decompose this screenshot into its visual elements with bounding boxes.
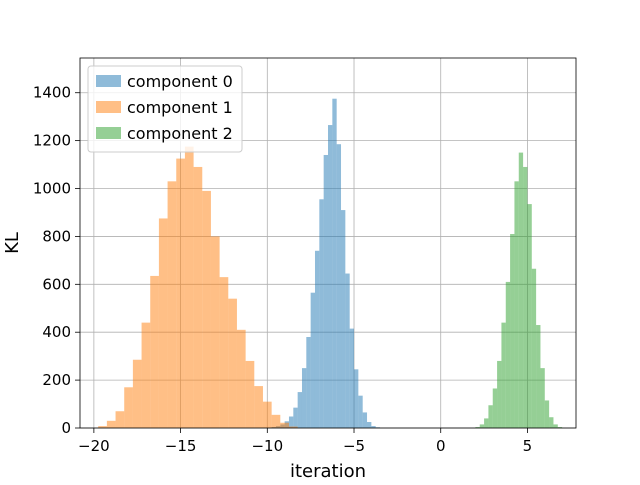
histogram-bar	[514, 181, 519, 428]
series-1	[98, 146, 298, 429]
histogram-bar	[358, 395, 363, 428]
histogram-bar	[505, 281, 511, 428]
histogram-bar	[341, 210, 346, 428]
histogram-bar	[210, 236, 220, 428]
histogram-bar	[158, 218, 168, 428]
histogram-bar	[193, 166, 203, 428]
plot-frame	[79, 57, 577, 429]
histogram-bar	[492, 388, 498, 428]
histogram-bar	[367, 422, 372, 428]
histogram-bar	[540, 368, 545, 428]
y-tick-label: 1200	[33, 132, 71, 150]
x-tick-label: 0	[436, 437, 446, 455]
legend-label: component 2	[127, 124, 233, 143]
histogram-bar	[167, 181, 177, 428]
x-tick-label: −5	[343, 437, 365, 455]
histogram-bar	[345, 273, 350, 428]
x-tick-label: 5	[523, 437, 533, 455]
legend-label: component 1	[127, 98, 233, 117]
legend-swatch	[96, 127, 121, 139]
histogram-bar	[484, 418, 489, 428]
histogram-bar	[497, 360, 502, 428]
histogram-bar	[271, 414, 281, 428]
histogram-bar	[527, 204, 532, 428]
histogram-bar	[236, 329, 246, 428]
histogram-bar	[510, 234, 515, 428]
histogram-bar	[336, 144, 342, 428]
histogram-bar	[132, 359, 142, 428]
legend: component 0 component 1 component 2	[87, 65, 243, 153]
histogram-bar	[106, 420, 116, 428]
histogram-bar	[141, 322, 151, 428]
series-2	[475, 152, 563, 429]
histogram-bar	[319, 199, 324, 428]
y-tick-label: 600	[42, 275, 71, 293]
histogram-bar	[544, 400, 550, 428]
x-tick-label: −20	[78, 437, 110, 455]
histogram-bar	[314, 250, 320, 428]
histogram-bar	[219, 277, 229, 428]
y-tick-label: 200	[42, 371, 71, 389]
histogram-bar	[349, 328, 355, 428]
y-tick-label: 400	[42, 323, 71, 341]
histogram-bar	[293, 407, 298, 428]
histogram-bar	[523, 166, 528, 428]
y-tick-label: 1400	[33, 84, 71, 102]
histogram-bar	[184, 146, 194, 429]
histogram-bar	[98, 426, 107, 428]
histogram-bar	[518, 152, 524, 429]
histogram-bar	[310, 292, 315, 428]
legend-label: component 0	[127, 72, 233, 91]
histogram-bar	[371, 426, 376, 428]
histogram-bar	[354, 369, 359, 428]
histogram-bar	[288, 426, 298, 428]
legend-box	[87, 65, 243, 153]
histogram-bar	[202, 190, 211, 428]
y-ticks: 0 200 400 600 800 1000 1200 1400	[33, 84, 80, 437]
histogram-bar	[176, 158, 185, 428]
series-0	[271, 98, 381, 428]
histogram-bar	[362, 412, 368, 428]
histogram-bar	[549, 417, 554, 428]
histogram-bar	[479, 424, 485, 428]
bars	[98, 98, 563, 429]
histogram-bar	[254, 386, 263, 428]
x-axis-label: iteration	[290, 461, 366, 480]
legend-swatch	[96, 101, 121, 113]
histogram-bar	[501, 322, 506, 428]
histogram-bar	[475, 427, 480, 428]
y-tick-label: 800	[42, 227, 71, 245]
histogram-bar	[288, 416, 294, 428]
histogram-bar	[323, 154, 328, 428]
legend-swatch	[96, 75, 121, 87]
x-tick-label: −15	[165, 437, 197, 455]
histogram-bar	[262, 401, 272, 428]
histogram-bar	[228, 298, 237, 428]
histogram-bar	[280, 422, 289, 428]
histogram-bar	[301, 368, 307, 428]
histogram-bar	[553, 424, 558, 428]
histogram-bar	[245, 360, 255, 428]
histogram-bar	[150, 275, 159, 428]
y-tick-label: 1000	[33, 180, 71, 198]
x-tick-label: −10	[251, 437, 283, 455]
histogram-bar	[306, 336, 311, 428]
histogram-bar	[536, 325, 541, 428]
x-ticks: −20 −15 −10 −5 0 5	[78, 428, 532, 455]
histogram-bar	[557, 427, 563, 428]
histogram-bar	[124, 387, 133, 428]
y-tick-label: 0	[61, 419, 71, 437]
histogram-bar	[328, 125, 333, 428]
histogram-bar	[115, 411, 125, 428]
histogram-bar	[297, 392, 302, 428]
histogram-bar	[332, 98, 337, 428]
y-axis-label: KL	[2, 232, 23, 254]
histogram-bar	[488, 405, 493, 428]
histogram-bar	[531, 268, 537, 428]
